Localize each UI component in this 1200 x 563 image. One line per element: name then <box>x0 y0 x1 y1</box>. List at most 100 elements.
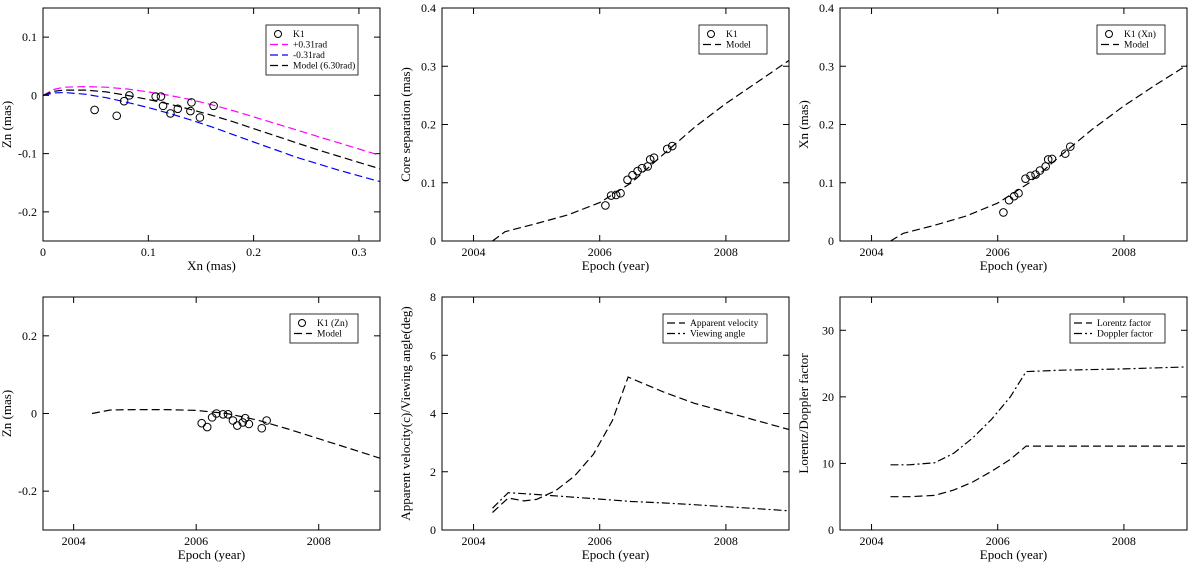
data-point <box>999 208 1008 217</box>
y-tick-label: 0.3 <box>421 59 436 73</box>
y-tick-label: 0.2 <box>819 118 834 132</box>
panel-1: 0 0.1 0.2 0.3 0.1 0 -0.1 -0.2 Xn (mas) Zn (mas) K1… <box>0 7 381 273</box>
y-axis-label: Zn (mas) <box>0 390 14 437</box>
y-tick-label: 0.4 <box>421 1 436 15</box>
data-point <box>606 191 616 200</box>
y-tick-label: -0.2 <box>18 484 37 498</box>
x-axis-label: Epoch (year) <box>178 547 246 562</box>
legend-box <box>1096 24 1166 55</box>
y-tick-label: 0.1 <box>421 176 436 190</box>
x-tick-label: 2006 <box>184 534 208 548</box>
y-tick-label: 20 <box>822 390 834 404</box>
data-point <box>202 422 212 432</box>
x-tick-label: 0.3 <box>351 245 366 259</box>
data-point <box>228 416 238 425</box>
data-point <box>186 106 195 116</box>
data-point <box>1026 171 1035 181</box>
data-point <box>633 166 642 176</box>
legend-label: Doppler factor <box>1097 329 1153 340</box>
y-tick-label: 0 <box>31 88 37 102</box>
legend-label: Model <box>1124 41 1149 51</box>
series-line-0 <box>890 64 1187 241</box>
data-point <box>1047 154 1057 164</box>
plot-frame <box>839 296 1188 531</box>
data-point <box>209 101 218 111</box>
x-axis-label: Epoch (year) <box>582 258 650 273</box>
y-tick-label: 0.3 <box>819 59 834 73</box>
y-tick-label: 0.4 <box>819 1 834 15</box>
series-line-0 <box>492 376 789 513</box>
legend-label: -0.31rad <box>293 51 325 61</box>
x-axis-label: Epoch (year) <box>980 258 1048 273</box>
y-tick-label: 8 <box>430 290 436 304</box>
x-tick-label: 2008 <box>714 245 738 259</box>
y-tick-label: 0 <box>430 523 436 537</box>
x-tick-label: 2006 <box>588 534 612 548</box>
legend-label: K1 (Xn) <box>1124 29 1156 40</box>
legend-label: Apparent velocity <box>690 319 759 329</box>
legend: K1 (Xn)Model <box>1096 24 1166 55</box>
legend-label: Viewing angle <box>690 330 745 340</box>
plot-area <box>492 376 789 513</box>
panel-6: 2004 2006 2008 0 10 20 30 Epoch (year) Lorentz/D… <box>796 296 1188 562</box>
series-line-0 <box>890 445 1187 498</box>
x-tick-label: 2004 <box>462 245 486 259</box>
panel-3: 2004 2006 2008 0 0.1 0.2 0.3 0.4 Epoch (year) Xn … <box>796 1 1188 273</box>
data-point <box>173 104 183 114</box>
data-point <box>616 188 625 198</box>
data-point <box>611 190 621 200</box>
data-point <box>195 113 205 122</box>
plot-area <box>43 85 380 183</box>
y-tick-label: 0 <box>828 523 834 537</box>
data-point <box>623 175 632 185</box>
data-point <box>1021 174 1030 183</box>
series-line-1 <box>43 91 380 183</box>
legend-box <box>662 313 768 344</box>
data-point <box>628 170 637 180</box>
x-axis-label: Xn (mas) <box>187 258 236 273</box>
x-tick-label: 2004 <box>462 534 486 548</box>
data-point <box>1004 195 1014 205</box>
x-tick-label: 0 <box>40 245 46 259</box>
x-tick-label: 2004 <box>860 245 884 259</box>
data-point <box>218 409 228 419</box>
y-tick-label: 0 <box>430 234 436 248</box>
plot-area <box>890 64 1187 241</box>
legend-marker <box>298 319 306 327</box>
data-point <box>197 418 206 428</box>
data-point <box>667 141 677 151</box>
data-point <box>112 111 122 121</box>
legend-label: Lorentz factor <box>1097 318 1152 329</box>
y-tick-label: 4 <box>430 407 436 421</box>
data-point <box>257 423 267 433</box>
data-point <box>262 416 271 425</box>
y-tick-label: 0.2 <box>22 329 37 343</box>
x-tick-label: 2008 <box>714 534 738 548</box>
data-point <box>1009 191 1019 201</box>
data-point <box>125 91 134 100</box>
data-point <box>151 92 160 101</box>
series-line-0 <box>43 85 380 156</box>
data-point <box>212 409 221 418</box>
legend-box <box>698 24 768 55</box>
data-point <box>1035 166 1045 175</box>
data-point <box>166 109 175 118</box>
data-point <box>601 201 610 210</box>
legend-marker <box>707 30 715 38</box>
data-point <box>158 101 168 111</box>
series-line-2 <box>43 89 380 170</box>
data-point <box>156 92 166 101</box>
y-tick-label: 0.2 <box>421 118 436 132</box>
series-line-0 <box>91 409 380 459</box>
data-point <box>1014 188 1023 198</box>
data-point <box>187 98 196 107</box>
data-point <box>1060 149 1070 158</box>
y-tick-label: 2 <box>430 465 436 479</box>
series-line-0 <box>492 59 789 241</box>
plot-area <box>890 366 1187 498</box>
legend-box <box>1069 313 1166 344</box>
y-tick-label: 0.1 <box>22 30 37 44</box>
